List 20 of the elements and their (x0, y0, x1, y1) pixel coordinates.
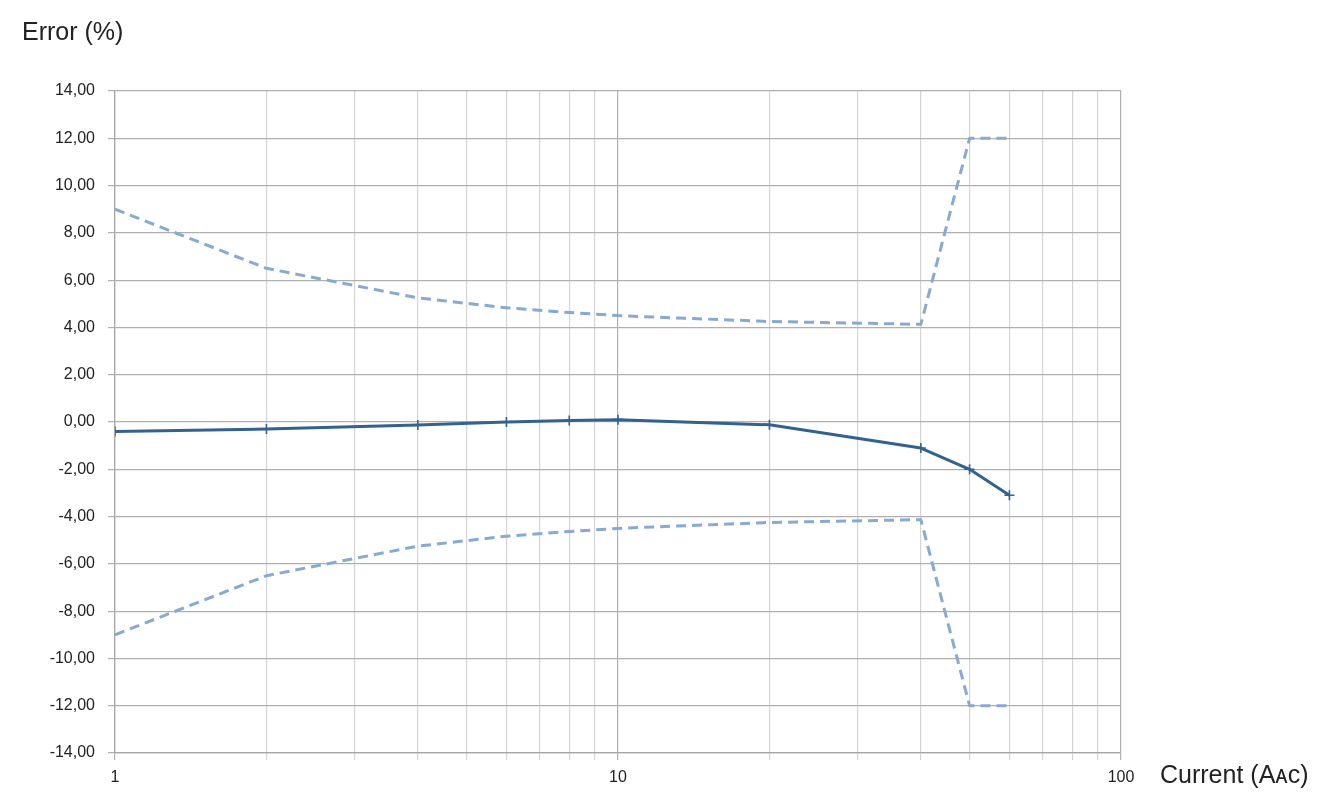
y-tick-label: -2,00 (58, 459, 96, 477)
y-tick-label: -6,00 (58, 554, 96, 572)
y-tick-label: 0,00 (63, 412, 96, 430)
y-tick-label: -8,00 (58, 601, 96, 619)
y-tick-label: 12,00 (54, 128, 96, 146)
y-tick-label: 2,00 (63, 365, 96, 383)
y-tick-label: -12,00 (49, 696, 96, 714)
x-tick-label: 10 (609, 768, 627, 786)
y-tick-label: 4,00 (63, 317, 96, 335)
y-tick-label: 8,00 (63, 223, 96, 241)
x-tick-label: 100 (1107, 768, 1135, 786)
y-tick-label: 6,00 (63, 270, 96, 288)
y-axis-title: Error (%) (22, 17, 124, 45)
y-tick-label: -10,00 (49, 648, 96, 666)
x-tick-label: 1 (110, 768, 120, 786)
x-axis-title: Current (Aᴀᴄ) (1160, 760, 1309, 788)
y-tick-label: 14,00 (54, 81, 96, 99)
y-tick-label: 10,00 (54, 175, 96, 193)
y-tick-label: -4,00 (58, 506, 96, 524)
y-tick-label: -14,00 (49, 743, 96, 761)
